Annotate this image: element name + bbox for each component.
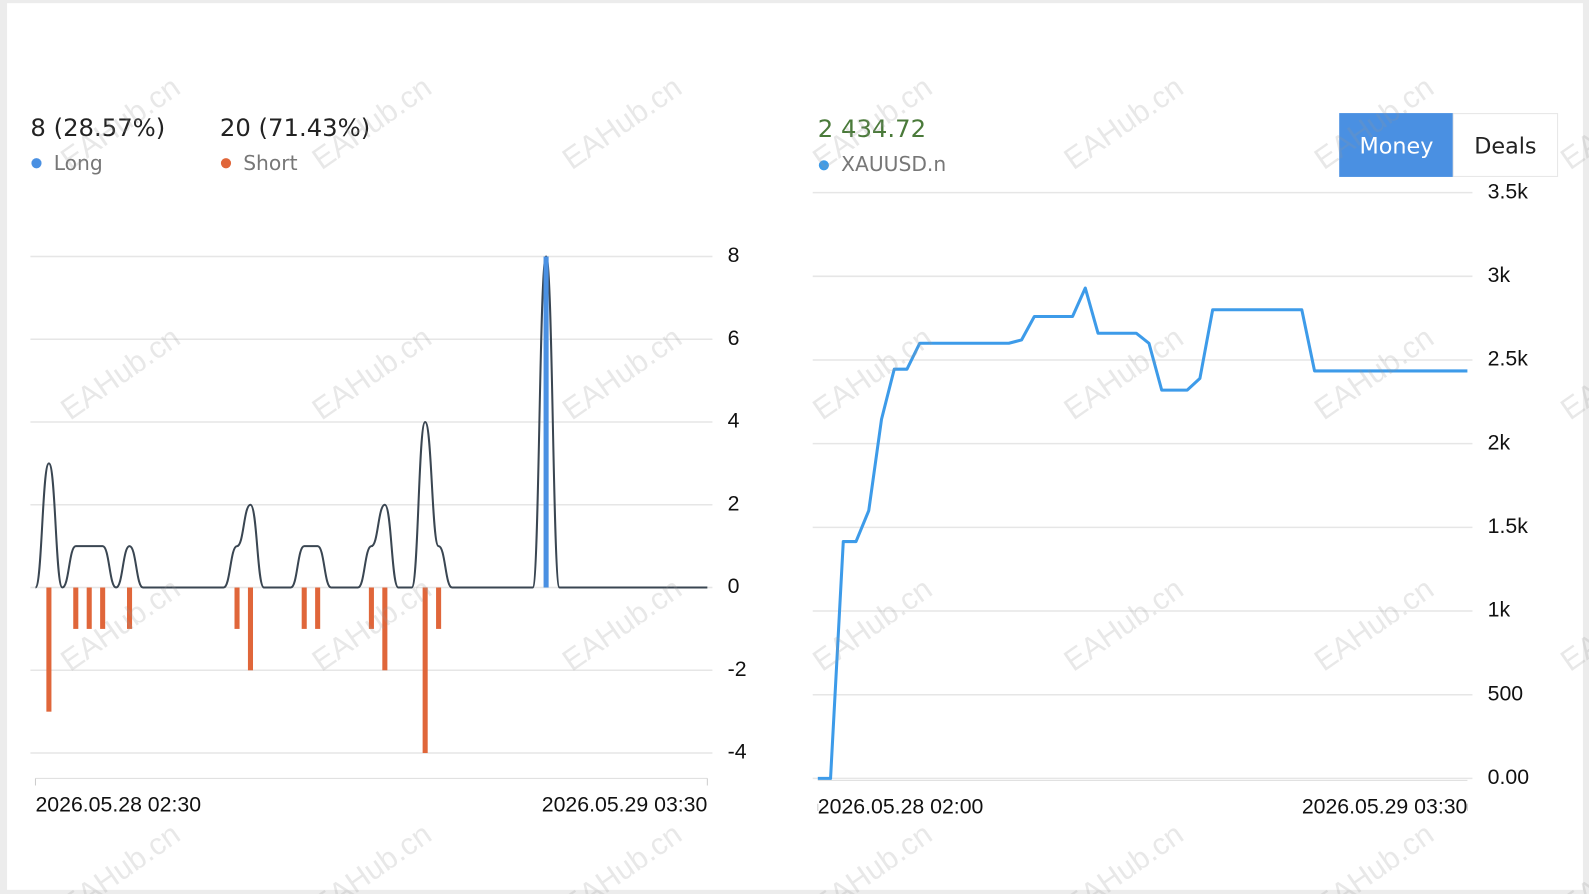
legend-label: XAUUSD.n — [841, 152, 946, 176]
y-tick-label: 1k — [1488, 598, 1511, 622]
bar — [368, 587, 374, 629]
bar — [247, 587, 254, 671]
y-tick-label: 3k — [1488, 263, 1511, 287]
y-tick-label: -2 — [728, 657, 747, 681]
y-tick-label: -4 — [728, 740, 747, 764]
bar — [436, 587, 442, 629]
y-tick-label: 0 — [728, 574, 740, 598]
legend-dot — [818, 160, 829, 171]
toggle-label[interactable]: Deals — [1474, 134, 1536, 160]
bar — [234, 587, 240, 629]
bar — [100, 587, 106, 629]
panel — [7, 3, 1583, 890]
legend-summary: 20 (71.43%) — [220, 113, 370, 142]
bar — [315, 587, 321, 629]
y-tick-label: 8 — [728, 243, 740, 267]
bar — [382, 587, 388, 671]
y-tick-label: 2k — [1488, 430, 1511, 454]
current-value: 2 434.72 — [818, 114, 926, 143]
legend-label: Long — [54, 151, 103, 175]
legend-dot — [220, 158, 232, 169]
bar — [543, 256, 549, 588]
y-tick-label: 6 — [728, 326, 740, 350]
toggle-button[interactable] — [1452, 113, 1559, 177]
bar — [301, 587, 307, 629]
total-line — [34, 255, 708, 589]
bar — [422, 587, 428, 754]
y-tick-label: 4 — [728, 409, 740, 433]
y-tick-label: 3.5k — [1488, 179, 1529, 203]
bar — [126, 587, 133, 629]
bar — [46, 587, 52, 712]
x-tick-label: 2026.05.29 03:30 — [542, 792, 708, 816]
legend-summary: 8 (28.57%) — [30, 113, 165, 142]
legend-dot — [31, 158, 42, 169]
y-tick-label: 500 — [1488, 681, 1523, 705]
bar — [86, 587, 92, 629]
y-tick-label: 2 — [728, 491, 740, 515]
x-tick-label: 2026.05.29 03:30 — [1302, 794, 1468, 818]
toggle-label[interactable]: Money — [1360, 134, 1434, 160]
y-tick-label: 1.5k — [1488, 514, 1529, 538]
y-tick-label: 0.00 — [1488, 765, 1529, 789]
legend-label: Short — [243, 151, 297, 175]
x-tick-label: 2026.05.28 02:00 — [818, 794, 984, 818]
y-tick-label: 2.5k — [1488, 347, 1529, 371]
bar — [73, 587, 79, 629]
toggle-button[interactable] — [1339, 113, 1454, 177]
x-tick-label: 2026.05.28 02:30 — [35, 792, 201, 816]
line — [817, 286, 1468, 780]
